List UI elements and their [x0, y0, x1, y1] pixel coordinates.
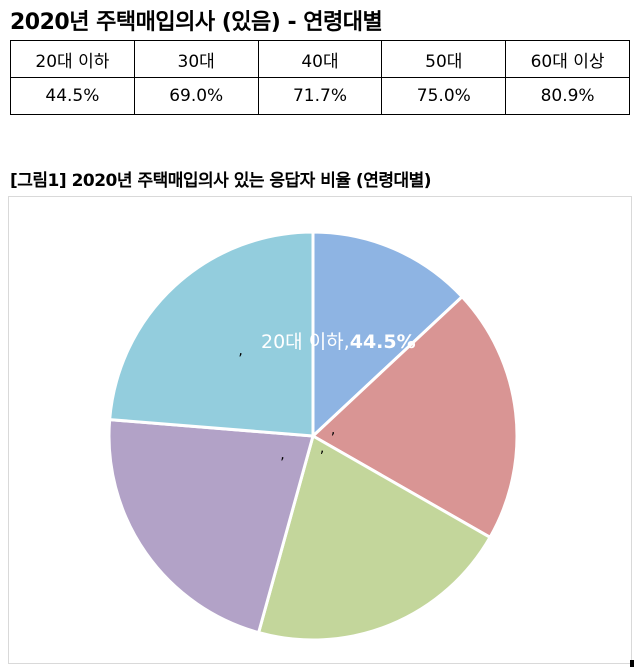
page-title: 2020년 주택매입의사 (있음) - 연령대별: [10, 10, 383, 35]
pie-slice-20대-이하: [311, 230, 464, 438]
data-label-separator: ,: [238, 343, 242, 359]
table-header-cell: 60대 이상: [505, 40, 630, 78]
table-cell: 69.0%: [133, 77, 259, 115]
table-cell: 71.7%: [257, 77, 383, 115]
table-header-cell: 40대: [257, 40, 383, 78]
table-cell: 80.9%: [505, 77, 630, 115]
pie-chart: 20대 이하,44.5%,,,,: [107, 230, 519, 642]
pie-chart-area: 20대 이하,44.5%,,,,: [8, 196, 632, 664]
corner-marker: [630, 660, 634, 667]
table-row: 44.5% 69.0% 71.7% 75.0% 80.9%: [10, 77, 630, 115]
table-header-row: 20대 이하 30대 40대 50대 60대 이상: [10, 40, 630, 78]
data-label-separator: ,: [320, 441, 324, 457]
data-label-separator: ,: [331, 422, 335, 438]
table-cell: 44.5%: [10, 77, 135, 115]
pie-slice-30대: [311, 295, 519, 539]
pie-slice-60대-이상: [108, 230, 315, 438]
figure-caption: [그림1] 2020년 주택매입의사 있는 응답자 비율 (연령대별): [10, 171, 432, 191]
data-label-20대-이하: 20대 이하,44.5%: [261, 331, 416, 353]
pie-slice-40대: [257, 434, 492, 642]
table-header-cell: 50대: [381, 40, 507, 78]
table-header-cell: 30대: [133, 40, 259, 78]
pie-slice-50대: [107, 418, 315, 635]
table-cell: 75.0%: [381, 77, 507, 115]
table-header-cell: 20대 이하: [10, 40, 135, 78]
data-label-separator: ,: [280, 447, 284, 463]
age-group-rate-table: 20대 이하 30대 40대 50대 60대 이상 44.5% 69.0% 71…: [10, 40, 630, 115]
